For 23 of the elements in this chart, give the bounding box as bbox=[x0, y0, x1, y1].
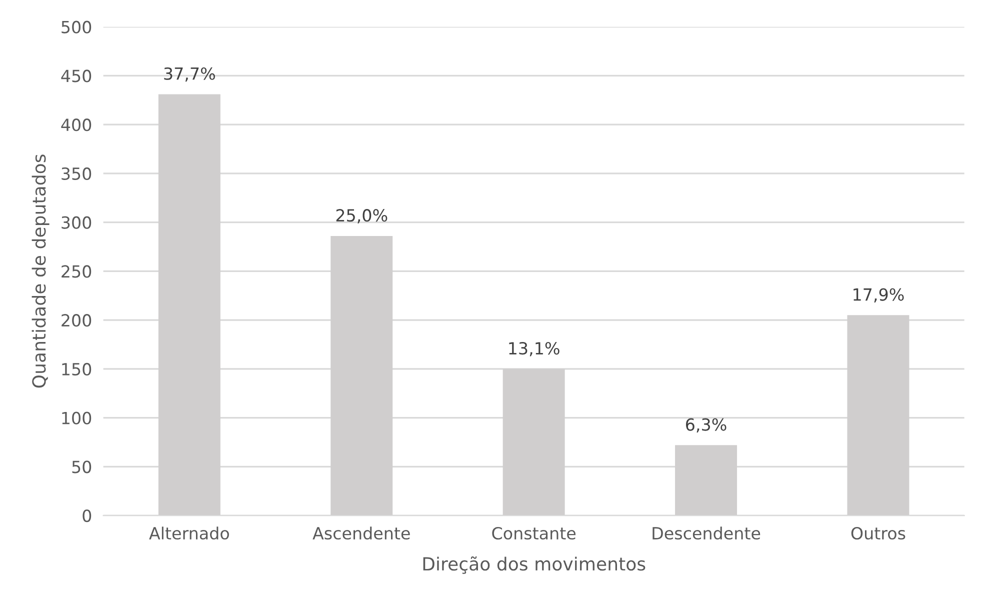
annotation: 6,3% bbox=[686, 418, 726, 433]
x-tick-label: Alternado bbox=[149, 526, 229, 540]
y-tick-label: 200 bbox=[62, 314, 92, 327]
annotation: 13,1% bbox=[509, 342, 560, 356]
y-tick-label: 250 bbox=[62, 265, 92, 278]
y-tick-label: 0 bbox=[82, 510, 92, 522]
annotation: 37,7% bbox=[164, 67, 215, 82]
x-tick-label: Ascendente bbox=[312, 526, 410, 540]
annotation: 17,9% bbox=[854, 288, 904, 303]
y-tick-label: 450 bbox=[61, 70, 92, 82]
y-tick-label: 300 bbox=[62, 216, 92, 229]
y-tick-label: 50 bbox=[72, 460, 92, 474]
y-tick-label: 500 bbox=[62, 20, 92, 34]
y-axis-title: Quantidade de deputados bbox=[32, 154, 50, 388]
x-tick-label: Outros bbox=[851, 526, 906, 540]
y-tick-label: 350 bbox=[62, 167, 92, 180]
x-tick-label: Constante bbox=[492, 526, 576, 540]
annotation: 25,0% bbox=[336, 209, 388, 224]
y-tick-label: 400 bbox=[61, 118, 92, 132]
x-tick-label: Descendente bbox=[652, 526, 760, 540]
y-tick-label: 150 bbox=[62, 362, 92, 376]
x-axis-title: Direção dos movimentos bbox=[423, 556, 646, 574]
y-tick-label: 100 bbox=[62, 412, 92, 424]
